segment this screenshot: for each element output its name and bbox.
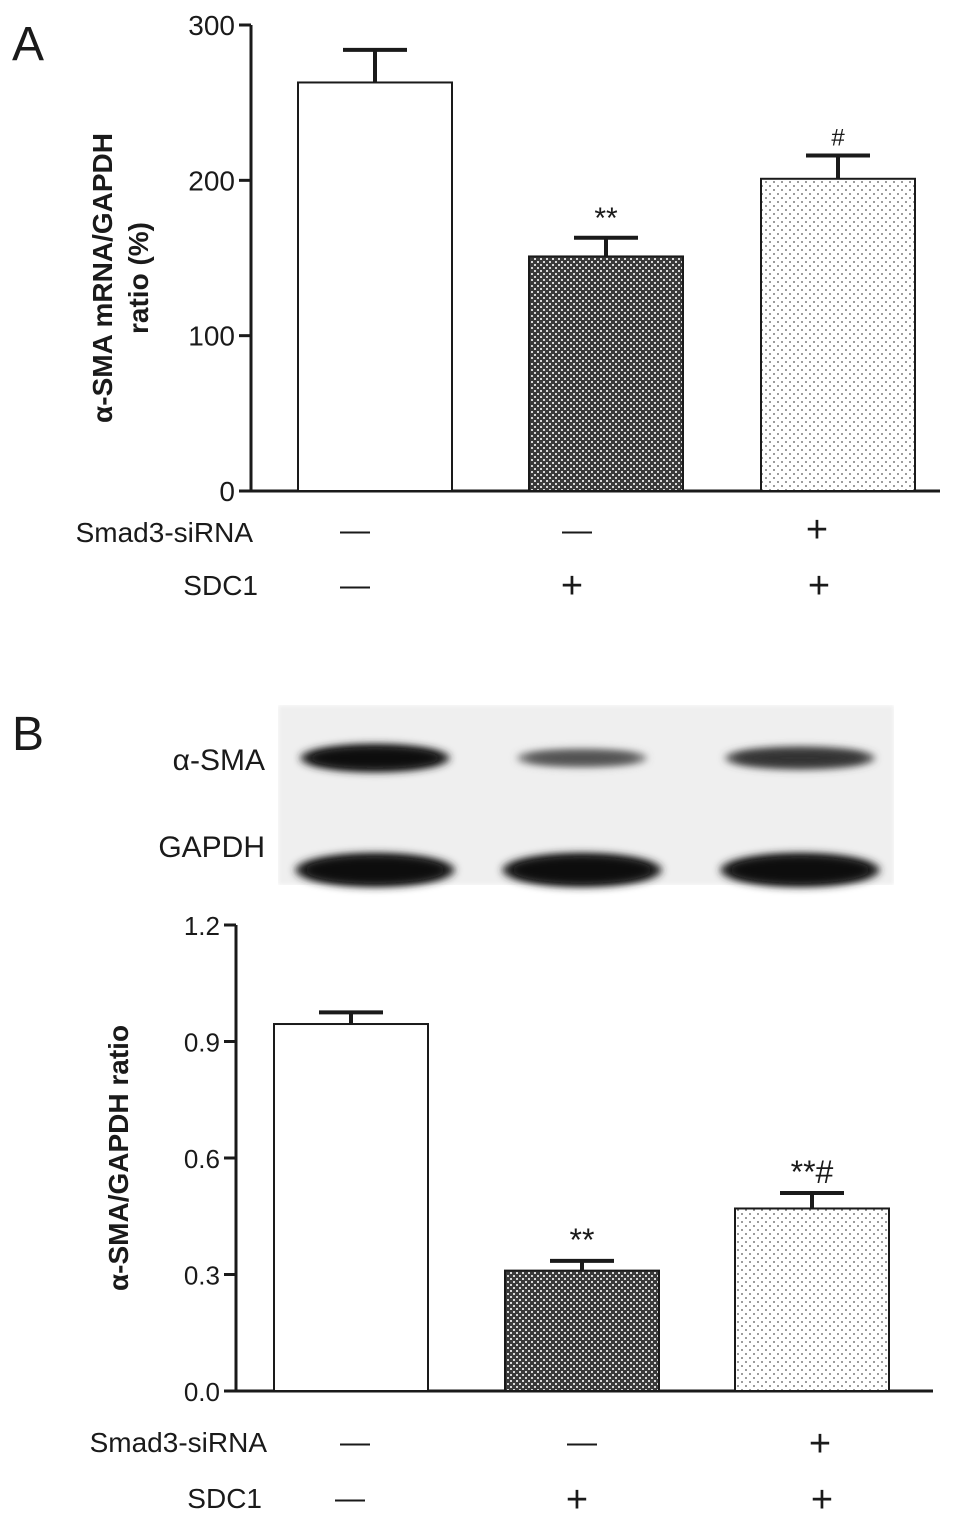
blot-label-asma: α-SMA	[173, 744, 265, 777]
cond-a-smad3-1: —	[340, 514, 370, 547]
cond-b-smad3-1: —	[340, 1426, 370, 1459]
bar	[504, 1269, 660, 1393]
smad3-sirna-label-a: Smad3-siRNA	[76, 517, 254, 548]
panel-b-letter: B	[12, 708, 44, 761]
cond-a-sdc1-2: +	[561, 565, 583, 607]
y-tick-label: 1.2	[184, 911, 220, 941]
chart-b: α-SMA/GAPDH ratio 0.0 0.3 0.6 0.9 1.2 ** **#	[103, 911, 933, 1407]
conditions-table-b: Smad3-siRNA SDC1 — — + — + +	[90, 1423, 833, 1521]
blot-band-core	[735, 750, 865, 766]
blot-band-core	[730, 857, 870, 883]
conditions-table-a: Smad3-siRNA SDC1 — — + — + +	[76, 509, 830, 607]
y-tick-label: 100	[188, 321, 235, 352]
y-tick-label: 300	[188, 10, 235, 41]
y-tick-label: 0.6	[184, 1144, 220, 1174]
blot-band-core	[310, 748, 440, 768]
blot-band-core	[512, 857, 652, 883]
bar	[273, 1023, 429, 1393]
panel-a-letter: A	[12, 18, 44, 71]
cond-a-sdc1-3: +	[808, 565, 830, 607]
chart-a-ylabel: α-SMA mRNA/GAPDH ratio (%)	[87, 133, 154, 423]
chart-b-ylabel: α-SMA/GAPDH ratio	[103, 1025, 134, 1291]
cond-a-smad3-3: +	[806, 509, 828, 551]
cond-b-smad3-3: +	[809, 1423, 831, 1465]
sdc1-label-b: SDC1	[187, 1483, 262, 1514]
y-tick-label: 200	[188, 165, 235, 196]
blot-band-core	[527, 752, 637, 764]
significance-label: **	[594, 202, 618, 235]
bar	[528, 255, 684, 492]
cond-a-sdc1-1: —	[340, 569, 370, 602]
significance-label: #	[831, 124, 845, 151]
cond-b-smad3-2: —	[567, 1426, 597, 1459]
blot-band-core	[305, 857, 445, 883]
bar	[734, 1207, 890, 1392]
sdc1-label-a: SDC1	[183, 570, 258, 601]
cond-a-smad3-2: —	[562, 514, 592, 547]
y-tick-label: 0.0	[184, 1377, 220, 1407]
cond-b-sdc1-2: +	[566, 1479, 588, 1521]
cond-b-sdc1-3: +	[811, 1479, 833, 1521]
western-blot: α-SMA GAPDH	[158, 705, 894, 887]
cond-b-sdc1-1: —	[335, 1482, 365, 1515]
y-tick-label: 0.9	[184, 1028, 220, 1058]
significance-label: **	[570, 1222, 595, 1258]
bar	[297, 81, 453, 493]
chart-a: α-SMA mRNA/GAPDH ratio (%) 0 100 200 300 ** #	[87, 10, 940, 507]
significance-label: **#	[791, 1154, 834, 1190]
blot-label-gapdh: GAPDH	[158, 831, 265, 864]
y-tick-label: 0	[219, 476, 235, 507]
smad3-sirna-label-b: Smad3-siRNA	[90, 1427, 268, 1458]
bar	[760, 177, 916, 492]
y-tick-label: 0.3	[184, 1261, 220, 1291]
